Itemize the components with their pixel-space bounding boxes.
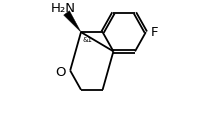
Text: O: O [55, 66, 66, 79]
Text: H₂N: H₂N [51, 2, 76, 15]
Text: F: F [151, 26, 158, 39]
Polygon shape [64, 11, 81, 32]
Text: &1: &1 [83, 37, 93, 43]
